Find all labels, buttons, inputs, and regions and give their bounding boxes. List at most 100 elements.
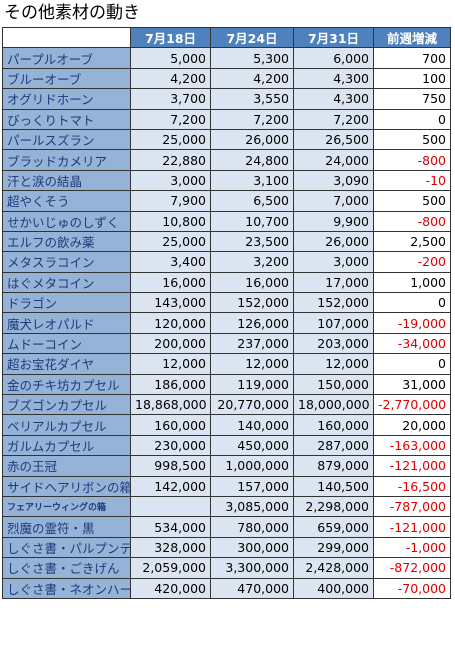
price-jul24-cell: 300,000 bbox=[210, 536, 294, 559]
item-name-cell: エルフの飲み薬 bbox=[2, 230, 131, 253]
price-jul18-cell: 534,000 bbox=[130, 516, 211, 538]
weekly-change-cell: -2,770,000 bbox=[373, 394, 451, 416]
item-name-cell: 超お宝花ダイヤ bbox=[2, 353, 131, 375]
table-row: ブズゴンカプセル 18,868,000 20,770,000 18,000,000 -2… bbox=[2, 394, 451, 416]
header-row: 7月18日 7月24日 7月31日 前週増減 bbox=[2, 26, 451, 49]
price-jul18-cell: 120,000 bbox=[130, 312, 211, 334]
table-row: しぐさ書・パルプンテ 328,000 300,000 299,000 -1,000 bbox=[2, 536, 451, 559]
table-row: 超やくそう 7,900 6,500 7,000 500 bbox=[2, 190, 451, 212]
price-jul24-cell: 780,000 bbox=[210, 516, 294, 538]
price-jul31-cell: 2,428,000 bbox=[293, 557, 374, 579]
price-jul18-cell: 998,500 bbox=[130, 455, 211, 477]
price-jul31-cell: 4,300 bbox=[293, 67, 374, 90]
item-name-cell: サイドヘアリボンの箱 bbox=[2, 475, 131, 497]
price-jul31-cell: 152,000 bbox=[293, 292, 374, 314]
materials-price-table: 7月18日 7月24日 7月31日 前週増減 パープルオーブ 5,000 5,300… bbox=[2, 26, 451, 599]
header-weekly-change: 前週増減 bbox=[373, 26, 451, 49]
header-date-3: 7月31日 bbox=[293, 26, 374, 49]
price-jul31-cell: 4,300 bbox=[293, 88, 374, 110]
price-jul18-cell: 420,000 bbox=[130, 577, 211, 599]
price-jul24-cell: 152,000 bbox=[210, 292, 294, 314]
weekly-change-cell: -800 bbox=[373, 210, 451, 232]
price-jul31-cell: 140,500 bbox=[293, 475, 374, 497]
table-row: サイドヘアリボンの箱 142,000 157,000 140,500 -16,500 bbox=[2, 475, 451, 497]
table-row: フェアリーウィングの箱 3,085,000 2,298,000 -787,000 bbox=[2, 495, 451, 518]
price-jul18-cell: 16,000 bbox=[130, 271, 211, 294]
price-jul18-cell: 200,000 bbox=[130, 332, 211, 355]
item-name-cell: 魔犬レオパルド bbox=[2, 312, 131, 334]
weekly-change-cell: 750 bbox=[373, 88, 451, 110]
price-jul18-cell: 18,868,000 bbox=[130, 394, 211, 416]
item-name-cell: 烈魔の霊符・黒 bbox=[2, 516, 131, 538]
table-row: ブラッドカメリア 22,880 24,800 24,000 -800 bbox=[2, 149, 451, 171]
price-jul24-cell: 4,200 bbox=[210, 67, 294, 90]
table-row: 金のチキ坊カプセル 186,000 119,000 150,000 31,000 bbox=[2, 373, 451, 396]
price-jul24-cell: 3,200 bbox=[210, 251, 294, 273]
price-jul18-cell: 22,880 bbox=[130, 149, 211, 171]
table-row: ベリアルカプセル 160,000 140,000 160,000 20,000 bbox=[2, 414, 451, 436]
weekly-change-cell: -121,000 bbox=[373, 516, 451, 538]
price-jul18-cell: 5,000 bbox=[130, 47, 211, 69]
price-jul31-cell: 299,000 bbox=[293, 536, 374, 559]
weekly-change-cell: -1,000 bbox=[373, 536, 451, 559]
header-date-2: 7月24日 bbox=[210, 26, 294, 49]
table-row: パープルオーブ 5,000 5,300 6,000 700 bbox=[2, 47, 451, 69]
weekly-change-cell: 500 bbox=[373, 128, 451, 151]
price-jul18-cell: 25,000 bbox=[130, 230, 211, 253]
table-row: せかいじゅのしずく 10,800 10,700 9,900 -800 bbox=[2, 210, 451, 232]
weekly-change-cell: 0 bbox=[373, 292, 451, 314]
price-jul31-cell: 3,000 bbox=[293, 251, 374, 273]
price-jul24-cell: 3,550 bbox=[210, 88, 294, 110]
item-name-cell: せかいじゅのしずく bbox=[2, 210, 131, 232]
item-name-cell: オグリドホーン bbox=[2, 88, 131, 110]
item-name-cell: ベリアルカプセル bbox=[2, 414, 131, 436]
table-row: 超お宝花ダイヤ 12,000 12,000 12,000 0 bbox=[2, 353, 451, 375]
table-row: ムドーコイン 200,000 237,000 203,000 -34,000 bbox=[2, 332, 451, 355]
weekly-change-cell: -200 bbox=[373, 251, 451, 273]
item-name-cell: しぐさ書・ネオンハート bbox=[2, 577, 131, 599]
price-jul24-cell: 3,100 bbox=[210, 169, 294, 192]
price-jul24-cell: 3,300,000 bbox=[210, 557, 294, 579]
price-jul24-cell: 10,700 bbox=[210, 210, 294, 232]
price-jul31-cell: 7,000 bbox=[293, 190, 374, 212]
table-row: ガルムカプセル 230,000 450,000 287,000 -163,000 bbox=[2, 434, 451, 457]
price-jul31-cell: 12,000 bbox=[293, 353, 374, 375]
price-jul31-cell: 2,298,000 bbox=[293, 495, 374, 518]
weekly-change-cell: 2,500 bbox=[373, 230, 451, 253]
price-jul18-cell: 10,800 bbox=[130, 210, 211, 232]
price-jul31-cell: 287,000 bbox=[293, 434, 374, 457]
price-jul24-cell: 237,000 bbox=[210, 332, 294, 355]
price-jul31-cell: 160,000 bbox=[293, 414, 374, 436]
item-name-cell: パープルオーブ bbox=[2, 47, 131, 69]
price-jul24-cell: 119,000 bbox=[210, 373, 294, 396]
price-jul31-cell: 17,000 bbox=[293, 271, 374, 294]
weekly-change-cell: -121,000 bbox=[373, 455, 451, 477]
table-row: ブルーオーブ 4,200 4,200 4,300 100 bbox=[2, 67, 451, 90]
price-jul31-cell: 400,000 bbox=[293, 577, 374, 599]
price-jul31-cell: 150,000 bbox=[293, 373, 374, 396]
weekly-change-cell: -800 bbox=[373, 149, 451, 171]
price-jul31-cell: 107,000 bbox=[293, 312, 374, 334]
price-jul31-cell: 9,900 bbox=[293, 210, 374, 232]
price-jul24-cell: 16,000 bbox=[210, 271, 294, 294]
price-jul24-cell: 24,800 bbox=[210, 149, 294, 171]
price-jul18-cell: 186,000 bbox=[130, 373, 211, 396]
table-row: 赤の王冠 998,500 1,000,000 879,000 -121,000 bbox=[2, 455, 451, 477]
table-row: しぐさ書・ごきげん 2,059,000 3,300,000 2,428,000 -872… bbox=[2, 557, 451, 579]
price-jul31-cell: 24,000 bbox=[293, 149, 374, 171]
weekly-change-cell: 100 bbox=[373, 67, 451, 90]
weekly-change-cell: 0 bbox=[373, 108, 451, 130]
price-jul18-cell: 230,000 bbox=[130, 434, 211, 457]
item-name-cell: ガルムカプセル bbox=[2, 434, 131, 457]
price-jul24-cell: 450,000 bbox=[210, 434, 294, 457]
price-jul31-cell: 18,000,000 bbox=[293, 394, 374, 416]
table-row: メタスラコイン 3,400 3,200 3,000 -200 bbox=[2, 251, 451, 273]
price-jul18-cell: 3,700 bbox=[130, 88, 211, 110]
price-jul18-cell: 160,000 bbox=[130, 414, 211, 436]
table-row: ドラゴン 143,000 152,000 152,000 0 bbox=[2, 292, 451, 314]
table-row: 魔犬レオパルド 120,000 126,000 107,000 -19,000 bbox=[2, 312, 451, 334]
table-row: 汗と涙の結晶 3,000 3,100 3,090 -10 bbox=[2, 169, 451, 192]
price-jul24-cell: 23,500 bbox=[210, 230, 294, 253]
item-name-cell: メタスラコイン bbox=[2, 251, 131, 273]
price-jul18-cell: 3,400 bbox=[130, 251, 211, 273]
